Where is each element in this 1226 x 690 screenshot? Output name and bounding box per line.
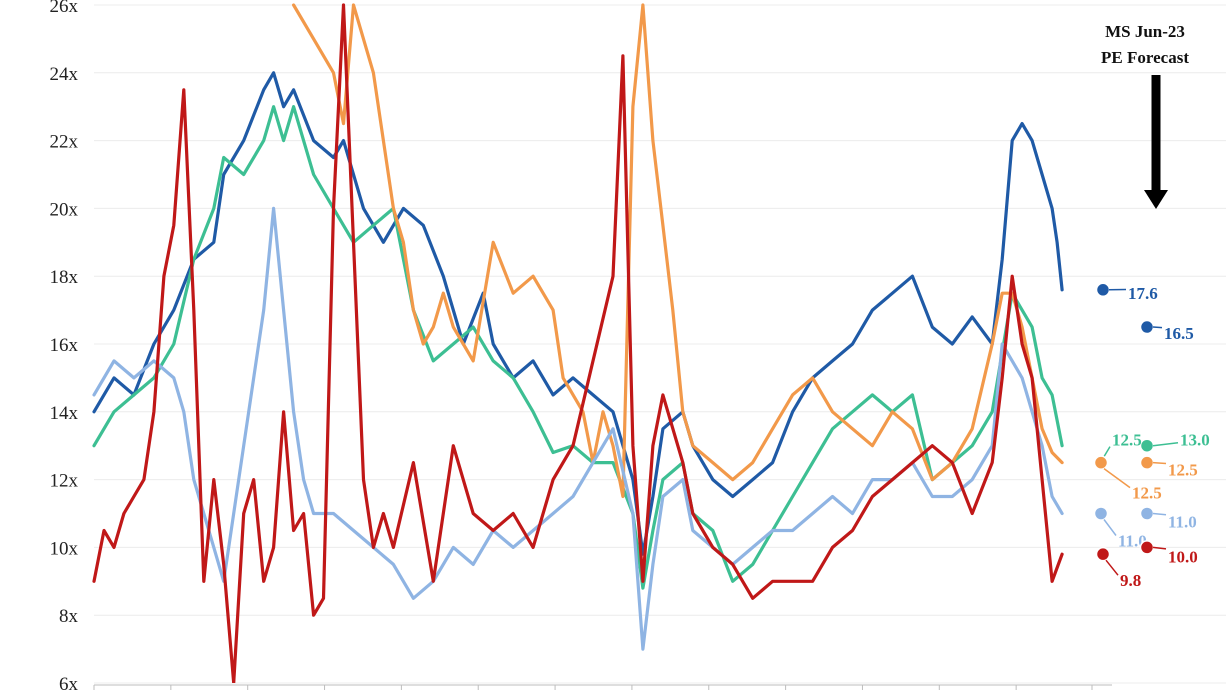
y-tick-label: 12x: [50, 471, 79, 492]
end-marker-dot: [1095, 546, 1111, 562]
series-lines: [92, 3, 1064, 683]
annotation-line-1: MS Jun-23: [1105, 22, 1185, 41]
end-marker-label: 12.5: [1168, 461, 1198, 480]
end-marker-label: 17.6: [1128, 284, 1158, 303]
y-tick-label: 20x: [50, 199, 79, 220]
y-tick-label: 24x: [50, 64, 79, 85]
end-marker-leader: [1152, 326, 1163, 329]
end-marker-dot: [1093, 455, 1109, 470]
y-tick-label: 18x: [50, 267, 79, 288]
end-marker-dot: [1139, 438, 1155, 453]
plot-area: [92, 3, 1064, 683]
y-tick-label: 10x: [50, 538, 79, 559]
y-axis: 6x 8x 10x 12x 14x 16x 18x 20x 22x 24x 26x: [50, 0, 79, 690]
end-marker-leader: [1152, 512, 1167, 516]
series-line-2: [92, 105, 1064, 590]
y-tick-label: 14x: [50, 403, 79, 424]
annotation-arrow-head: [1144, 190, 1168, 209]
y-tick-label: 16x: [50, 335, 79, 356]
end-marker-label: 9.8: [1120, 571, 1141, 590]
end-marker-dot: [1139, 455, 1155, 470]
series-line-5: [92, 3, 1064, 683]
series-line-4: [92, 206, 1064, 651]
end-marker-dot: [1139, 540, 1155, 555]
y-tick-label: 22x: [50, 132, 79, 153]
end-marker-label: 10.0: [1168, 547, 1198, 566]
end-marker-leader: [1152, 441, 1179, 447]
forecast-annotation: MS Jun-23 PE Forecast: [1101, 22, 1189, 209]
end-marker-dot: [1139, 319, 1155, 335]
end-marker-dot: [1095, 282, 1111, 298]
series-line-1: [92, 71, 1064, 556]
y-tick-label: 8x: [59, 606, 79, 627]
annotation-line-2: PE Forecast: [1101, 48, 1189, 67]
end-marker-leader: [1103, 446, 1111, 458]
end-marker-leader: [1105, 559, 1119, 576]
end-marker-label: 11.0: [1118, 532, 1147, 551]
end-marker-label: 12.5: [1112, 431, 1142, 450]
end-marker-leader: [1152, 546, 1167, 550]
series-line-3: [292, 3, 1064, 499]
end-marker-leader: [1103, 519, 1117, 536]
end-marker-label: 12.5: [1132, 484, 1162, 503]
y-tick-label: 6x: [59, 674, 79, 690]
end-markers: 17.6 16.5 13.0 12.5 12.5 12.5 11.0 11.0 10.0 9.8: [1093, 282, 1210, 590]
end-marker-label: 11.0: [1168, 513, 1197, 532]
end-marker-dot: [1139, 506, 1155, 521]
y-tick-label: 26x: [50, 0, 79, 17]
end-marker-label: 16.5: [1164, 324, 1194, 343]
end-marker-dot: [1093, 506, 1109, 521]
end-marker-leader: [1103, 468, 1131, 489]
end-marker-leader: [1152, 461, 1167, 465]
x-axis: [93, 684, 1112, 690]
end-marker-label: 13.0: [1180, 431, 1210, 450]
